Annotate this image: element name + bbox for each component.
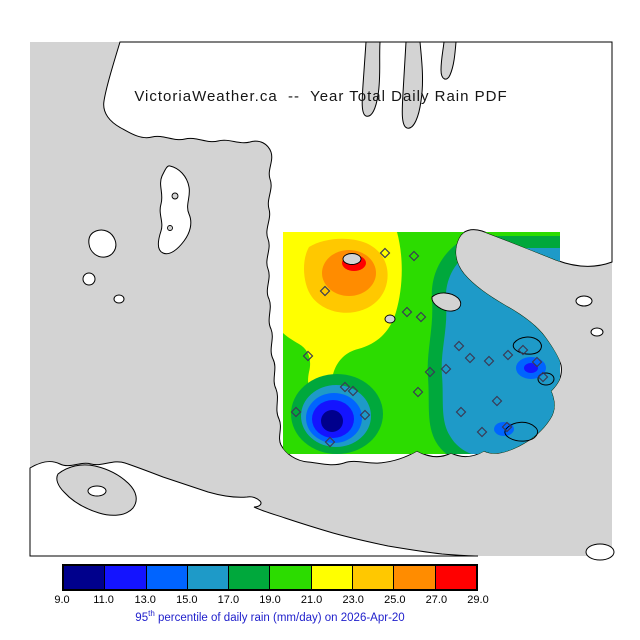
inlet-arm [361,41,381,117]
colorbar-segment [311,566,354,589]
island [82,272,96,286]
station-diamond-icon [347,385,359,397]
inlet-arm [401,41,424,129]
colorbar-tick-label: 25.0 [384,594,406,606]
station-diamond-icon [537,371,549,383]
station-diamond-icon [502,349,514,361]
island [590,327,604,337]
inlet-arm [440,41,457,80]
land-olympic-peninsula [29,460,479,557]
station-diamond-icon [319,285,331,297]
island [157,165,192,255]
station-markers [290,247,549,448]
colorbar-segment [187,566,230,589]
station-diamond-icon [440,363,452,375]
lake [171,192,179,200]
station-diamond-icon [290,406,302,418]
island [585,543,615,561]
station-diamond-icon [339,381,351,393]
station-diamond-icon [453,340,465,352]
colorbar-segment [353,566,395,589]
caption-rest: percentile of daily rain (mm/day) on 202… [154,611,405,624]
island [88,229,117,258]
station-diamond-icon [302,350,314,362]
colorbar-tick-label: 17.0 [217,594,240,606]
station-diamond-icon [483,355,495,367]
colorbar-tick-label: 23.0 [342,594,364,606]
colorbar-tick-label: 15.0 [176,594,198,606]
lake [431,292,462,312]
colorbar-segments [64,566,476,589]
station-diamond-icon [476,426,488,438]
caption-base: 95 [135,611,149,624]
colorbar-segment [435,566,476,589]
colorbar-caption: 95th percentile of daily rain (mm/day) o… [62,609,478,624]
station-diamond-icon [379,247,391,259]
station-diamond-icon [531,356,543,368]
station-diamond-icon [401,306,413,318]
lake [384,314,396,324]
colorbar-tick-label: 9.0 [54,594,70,606]
station-diamond-icon [455,406,467,418]
colorbar-segment [64,566,106,589]
station-diamond-icon [359,409,371,421]
colorbar-segment [146,566,188,589]
station-diamond-icon [464,352,476,364]
colorbar-tick-label: 29.0 [467,594,489,606]
colorbar-segment [105,566,147,589]
caption-superscript: th [148,609,155,618]
colorbar-tick-label: 19.0 [259,594,281,606]
island-outline [504,421,539,442]
colorbar-tick-label: 13.0 [134,594,156,606]
station-diamond-icon [491,395,503,407]
contour-level-9-11 [321,410,343,432]
colorbar-segment [394,566,436,589]
station-diamond-icon [412,386,424,398]
lake [167,225,173,231]
lake [342,253,362,265]
island [113,294,125,304]
station-diamond-icon [408,250,420,262]
colorbar [62,564,478,591]
island [87,485,107,497]
station-diamond-icon [517,344,529,356]
colorbar-tick-label: 11.0 [93,594,114,606]
station-diamond-icon [424,366,436,378]
station-diamond-icon [324,436,336,448]
page-title: VictoriaWeather.ca -- Year Total Daily R… [134,88,508,105]
contour-level-11-13 [524,363,538,373]
island-outline [512,336,542,355]
colorbar-segment [270,566,312,589]
station-diamond-icon [501,421,513,433]
colorbar-tick-label: 21.0 [300,594,323,606]
colorbar-segment [229,566,271,589]
island [575,295,593,307]
station-diamond-icon [415,311,427,323]
colorbar-tick-label: 27.0 [425,594,448,606]
island-outline [537,372,555,386]
colorbar-ticks: 9.0 11.0 13.0 15.0 17.0 19.0 21.0 23.0 25.0 27.0 2… [54,594,488,608]
